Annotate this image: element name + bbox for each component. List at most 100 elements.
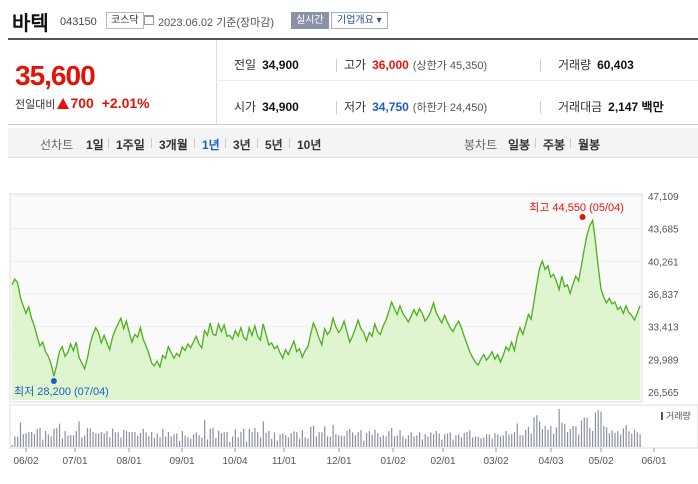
volume-bar bbox=[608, 433, 610, 447]
volume-bar bbox=[212, 427, 214, 447]
min-label: 최저 28,200 (07/04) bbox=[14, 385, 109, 398]
upper-limit: (상한가 45,350) bbox=[412, 60, 488, 72]
period-1w[interactable]: 1주일 bbox=[116, 138, 145, 152]
prev-close: 전일 34,900 bbox=[234, 56, 299, 73]
volume-bar bbox=[72, 435, 75, 447]
volume-bar bbox=[410, 432, 412, 447]
period-3y[interactable]: 3년 bbox=[233, 138, 251, 152]
volume-bar bbox=[312, 425, 315, 447]
divider bbox=[540, 101, 541, 114]
volume-bar bbox=[639, 434, 641, 447]
period-1d[interactable]: 1일 bbox=[86, 138, 104, 152]
volume-bar bbox=[70, 435, 72, 447]
volume-bar bbox=[611, 430, 613, 447]
period-1y[interactable]: 1년 bbox=[202, 138, 220, 152]
volume-bar bbox=[365, 433, 368, 447]
volume-bar bbox=[204, 420, 206, 447]
y-tick-label: 29,989 bbox=[648, 355, 679, 366]
volume-bar bbox=[201, 437, 203, 447]
period-5y[interactable]: 5년 bbox=[265, 138, 283, 152]
volume-bar bbox=[421, 439, 423, 447]
volume-bar bbox=[541, 429, 544, 447]
volume-bar bbox=[516, 423, 518, 447]
volume-bar bbox=[237, 437, 239, 447]
volume-bar bbox=[245, 441, 248, 447]
amount-value: 2,147 백만 bbox=[608, 100, 664, 114]
volume-bar bbox=[276, 440, 278, 447]
volume-bar bbox=[488, 434, 490, 447]
volume-bar bbox=[547, 429, 549, 447]
volume-bar bbox=[377, 433, 379, 447]
volume-bar bbox=[597, 410, 599, 447]
volume-bar bbox=[315, 436, 317, 447]
period-3m[interactable]: 3개월 bbox=[159, 138, 188, 152]
volume-bar bbox=[218, 430, 220, 447]
volume-bar bbox=[248, 428, 250, 447]
volume-bar bbox=[192, 434, 195, 447]
volume-bar bbox=[173, 434, 175, 447]
price-change: 전일대비 700 +2.01% bbox=[15, 95, 150, 112]
volume-bar bbox=[561, 422, 563, 447]
volume-bar bbox=[552, 433, 555, 447]
volume-bar bbox=[81, 437, 83, 447]
volume-bar bbox=[474, 436, 477, 447]
candle-daily[interactable]: 일봉 bbox=[508, 138, 531, 152]
volume-bar bbox=[480, 438, 482, 447]
prev-close-value: 34,900 bbox=[262, 58, 299, 72]
y-tick-label: 47,109 bbox=[648, 192, 679, 203]
volume-bar bbox=[220, 433, 223, 447]
volume-bar bbox=[31, 431, 33, 447]
volume-bar bbox=[44, 431, 47, 447]
volume-bar bbox=[419, 432, 421, 447]
volume-bar bbox=[368, 431, 370, 447]
open-value: 34,900 bbox=[262, 100, 299, 114]
candle-monthly[interactable]: 월봉 bbox=[578, 138, 601, 152]
volume-bar bbox=[592, 430, 594, 447]
volume-bar bbox=[564, 423, 566, 447]
volume-bar bbox=[424, 434, 426, 447]
candle-weekly[interactable]: 주봉 bbox=[543, 138, 566, 152]
period-10y[interactable]: 10년 bbox=[297, 138, 322, 152]
volume-bar bbox=[262, 421, 264, 447]
volume-value: 60,403 bbox=[597, 58, 634, 72]
volume-bar bbox=[145, 432, 147, 447]
low-price: 저가 34,750 (하한가 24,450) bbox=[344, 98, 487, 115]
volume-bar bbox=[619, 434, 622, 447]
volume-bar bbox=[346, 430, 348, 447]
volume-bar bbox=[416, 435, 418, 447]
company-overview-button[interactable]: 기업개요 ▾ bbox=[331, 12, 388, 29]
volume-bar bbox=[326, 436, 329, 447]
volume-bar bbox=[594, 412, 597, 447]
volume-bar bbox=[469, 430, 471, 447]
volume-bar bbox=[455, 435, 457, 447]
lower-limit: (하한가 24,450) bbox=[412, 102, 488, 114]
volume-bar bbox=[441, 439, 443, 447]
volume-bar bbox=[622, 428, 624, 447]
realtime-button[interactable]: 실시간 bbox=[291, 12, 329, 29]
volume-bar bbox=[22, 434, 24, 447]
volume-bar bbox=[340, 435, 343, 447]
divider bbox=[535, 138, 536, 148]
volume-bar bbox=[472, 437, 474, 447]
volume-bar bbox=[304, 437, 306, 447]
change-label: 전일대비 bbox=[15, 99, 56, 111]
volume-bar bbox=[371, 434, 373, 447]
x-tick-label: 09/01 bbox=[169, 456, 194, 467]
volume-bar bbox=[285, 435, 287, 447]
volume-bar bbox=[36, 428, 38, 447]
divider bbox=[216, 80, 698, 81]
volume-bar bbox=[360, 430, 362, 447]
volume-bar bbox=[120, 437, 122, 447]
x-tick-label: 07/01 bbox=[62, 456, 87, 467]
high-label: 고가 bbox=[344, 58, 367, 72]
x-tick-label: 05/02 bbox=[588, 456, 613, 467]
volume-bar bbox=[575, 426, 577, 447]
volume-bar bbox=[148, 436, 150, 447]
volume-bar bbox=[56, 427, 58, 447]
volume-bar bbox=[625, 425, 627, 447]
volume-bar bbox=[95, 433, 97, 447]
price-chart: 47,109 43,685 40,261 36,837 33,413 29,989 26,5… bbox=[9, 192, 698, 467]
volume-bar bbox=[449, 432, 451, 447]
y-axis: 47,109 43,685 40,261 36,837 33,413 29,989 26,5… bbox=[648, 192, 679, 399]
x-tick-label: 03/02 bbox=[483, 456, 508, 467]
